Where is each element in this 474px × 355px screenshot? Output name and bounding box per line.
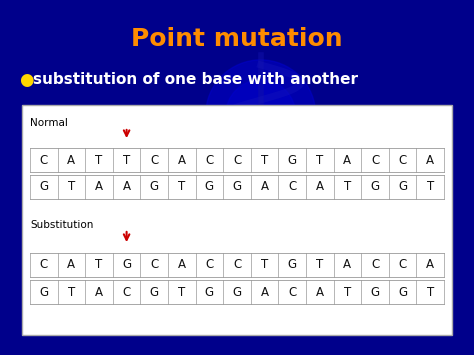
Text: C: C (233, 153, 241, 166)
Text: G: G (371, 180, 380, 193)
Text: A: A (343, 153, 351, 166)
Text: substitution of one base with another: substitution of one base with another (33, 72, 358, 87)
Text: T: T (95, 153, 103, 166)
Text: T: T (123, 153, 130, 166)
Text: C: C (40, 153, 48, 166)
Text: Point mutation: Point mutation (131, 27, 343, 51)
Text: G: G (39, 180, 48, 193)
Text: C: C (399, 258, 407, 272)
Text: C: C (150, 258, 158, 272)
Text: A: A (67, 258, 75, 272)
Text: C: C (122, 285, 131, 299)
Text: C: C (288, 285, 296, 299)
Text: A: A (123, 180, 131, 193)
Text: Normal: Normal (30, 118, 68, 128)
Text: G: G (232, 285, 242, 299)
Text: T: T (261, 153, 268, 166)
Text: G: G (122, 258, 131, 272)
Text: C: C (371, 258, 379, 272)
Text: C: C (205, 258, 213, 272)
Circle shape (206, 60, 316, 170)
Text: A: A (316, 285, 324, 299)
Text: C: C (288, 180, 296, 193)
Text: C: C (399, 153, 407, 166)
Text: G: G (150, 285, 159, 299)
Circle shape (226, 80, 296, 150)
Text: T: T (178, 285, 185, 299)
Text: T: T (344, 285, 351, 299)
Text: T: T (178, 180, 185, 193)
Text: T: T (427, 285, 434, 299)
Text: C: C (233, 258, 241, 272)
Text: A: A (426, 258, 434, 272)
Text: G: G (39, 285, 48, 299)
Text: T: T (95, 258, 103, 272)
Text: G: G (150, 180, 159, 193)
Text: T: T (427, 180, 434, 193)
Text: C: C (371, 153, 379, 166)
Text: A: A (261, 180, 269, 193)
Text: G: G (371, 285, 380, 299)
Text: G: G (205, 285, 214, 299)
Text: Substitution: Substitution (30, 220, 93, 230)
Text: T: T (261, 258, 268, 272)
Text: A: A (95, 180, 103, 193)
Text: A: A (343, 258, 351, 272)
Text: A: A (261, 285, 269, 299)
Text: A: A (95, 285, 103, 299)
Text: C: C (150, 153, 158, 166)
Text: G: G (398, 180, 407, 193)
Text: A: A (316, 180, 324, 193)
Text: T: T (68, 285, 75, 299)
Text: G: G (232, 180, 242, 193)
Text: T: T (316, 258, 323, 272)
Text: C: C (40, 258, 48, 272)
Text: A: A (67, 153, 75, 166)
Text: G: G (288, 258, 297, 272)
Text: A: A (178, 153, 186, 166)
Text: G: G (288, 153, 297, 166)
Text: T: T (344, 180, 351, 193)
Text: G: G (205, 180, 214, 193)
Text: G: G (398, 285, 407, 299)
Text: C: C (205, 153, 213, 166)
Text: T: T (316, 153, 323, 166)
Bar (22, 105, 452, 335)
Text: A: A (426, 153, 434, 166)
Text: A: A (178, 258, 186, 272)
Text: T: T (68, 180, 75, 193)
Text: ●: ● (19, 71, 34, 89)
